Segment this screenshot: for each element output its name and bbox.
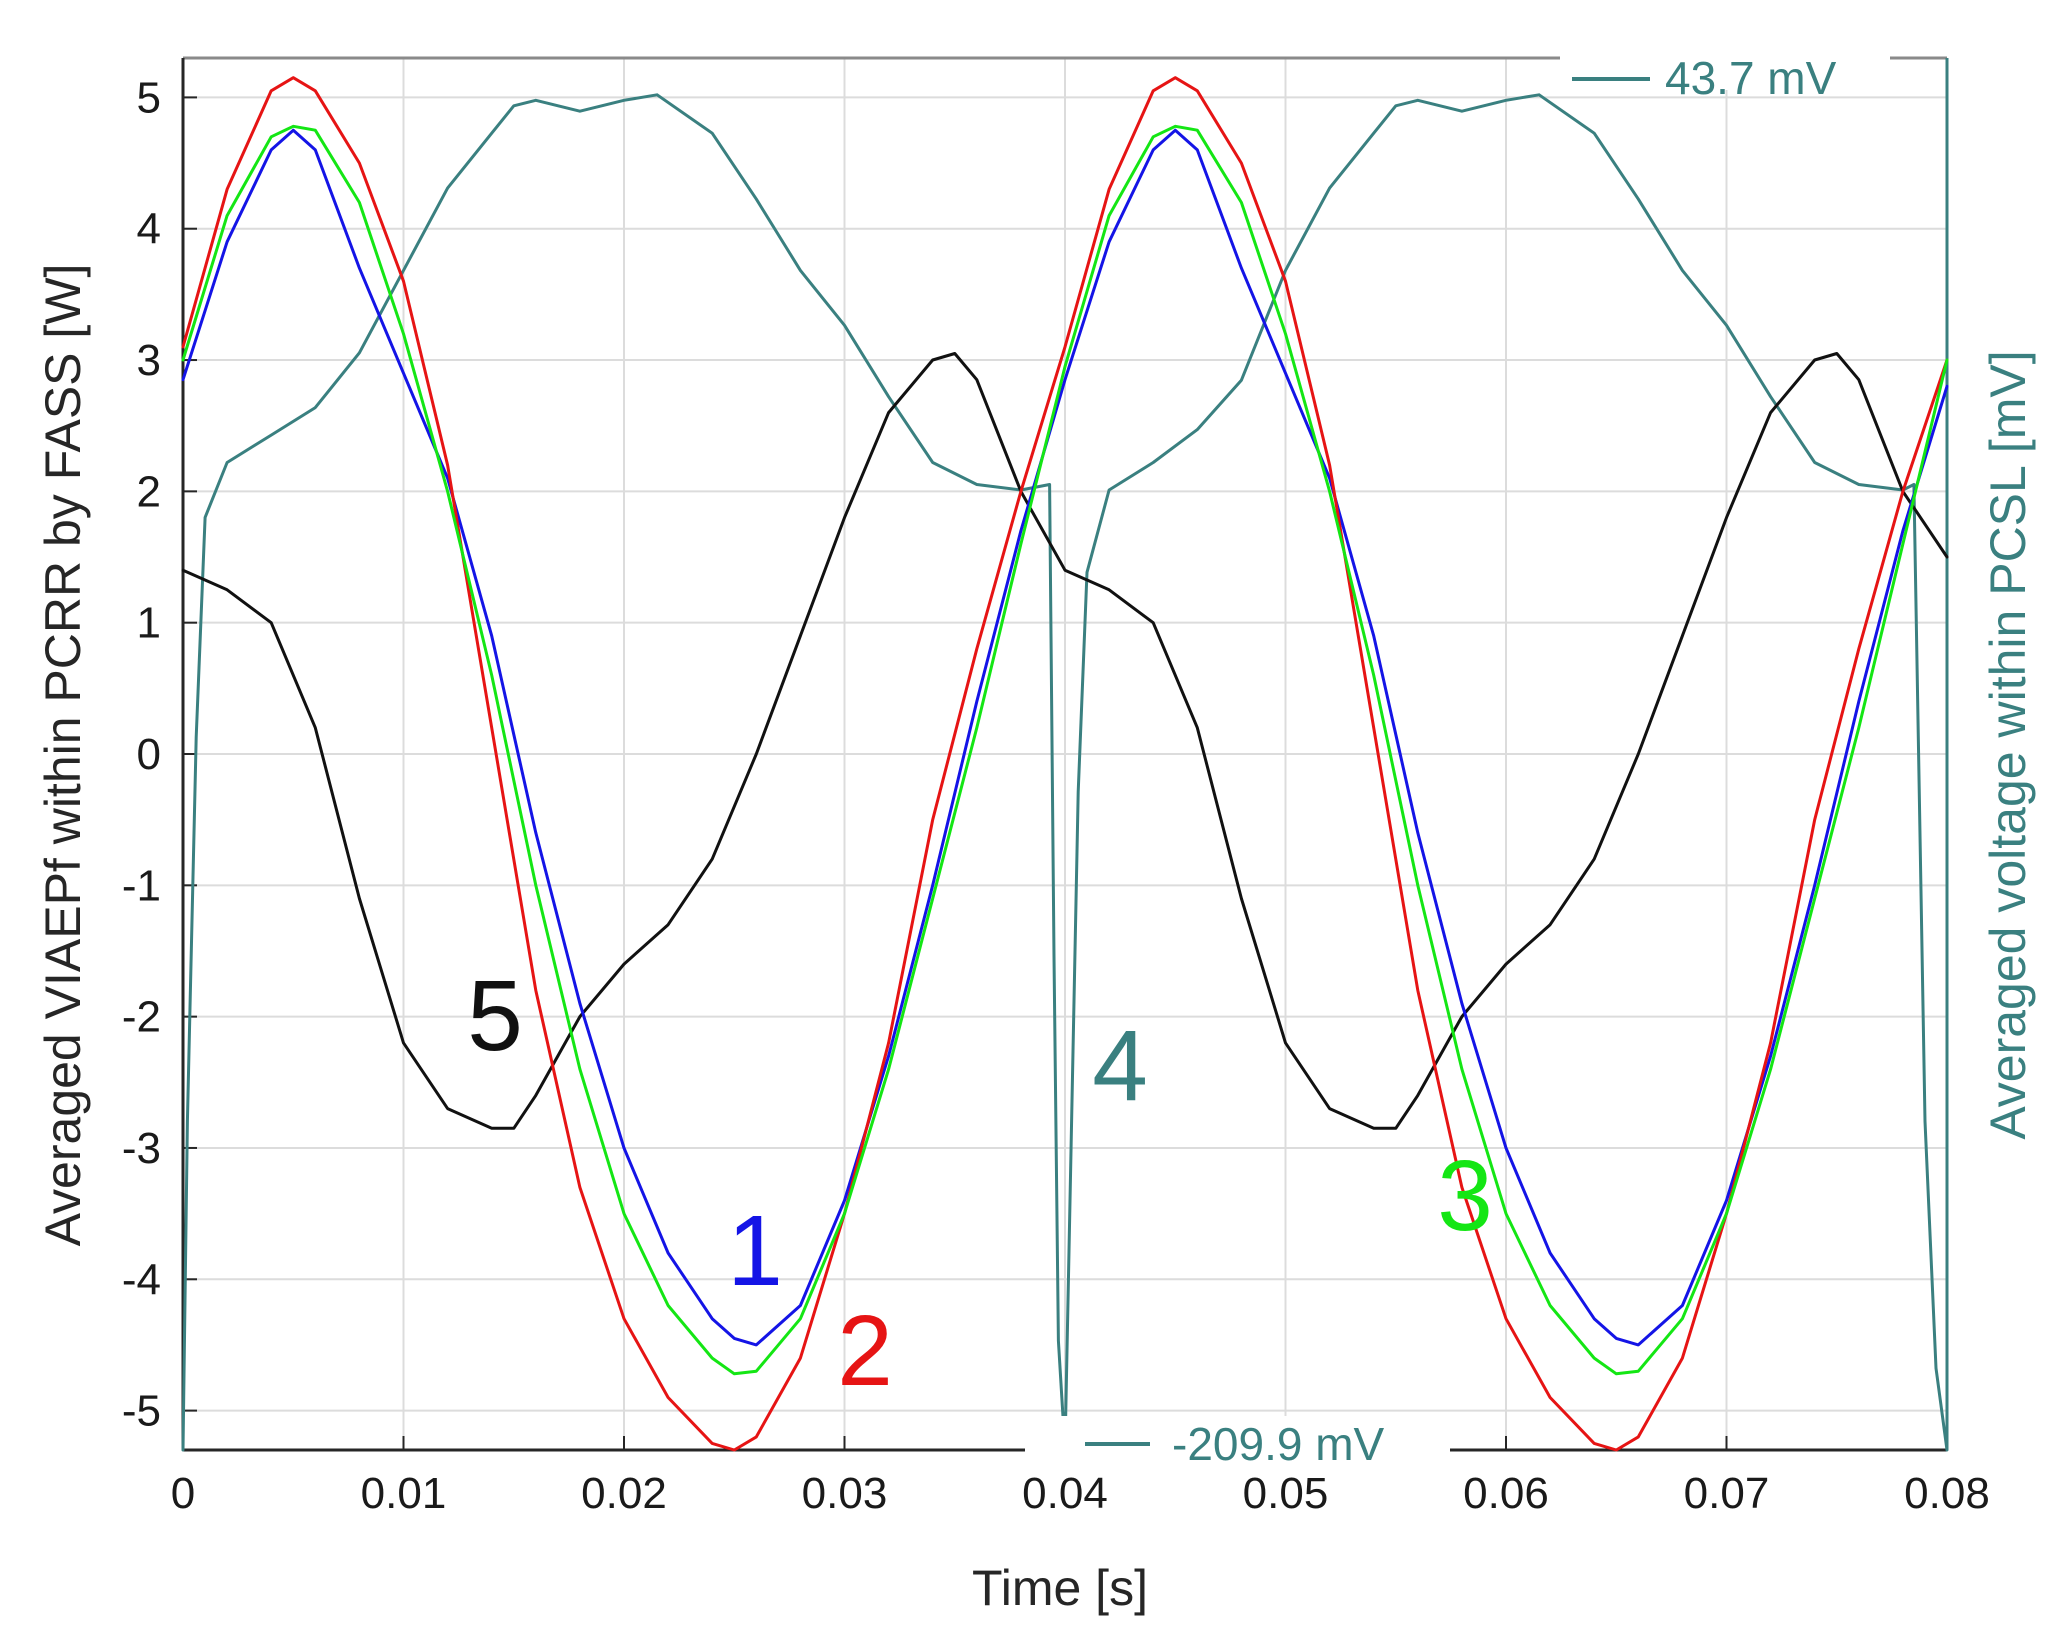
series-2-label: 2 [837,1295,893,1407]
y-tick-label: -5 [122,1387,161,1436]
x-axis-title: Time [s] [972,1560,1148,1616]
y2-axis-title: Averaged voltage within PCSL [mV] [1980,350,2036,1139]
series-layer [181,76,1949,1452]
y-tick-label: -3 [122,1124,161,1173]
max-value-label: 43.7 mV [1665,52,1837,104]
series-1-label: 1 [727,1195,783,1307]
y-tick-label: 5 [137,73,161,122]
y-tick-label: -2 [122,993,161,1042]
min-value-label: -209.9 mV [1172,1418,1385,1470]
series-4-line [181,93,1949,1452]
y-tick-label: 0 [137,730,161,779]
series-3-label: 3 [1437,1140,1493,1252]
x-tick-label: 0.06 [1463,1469,1549,1518]
x-tick-label: 0 [171,1469,195,1518]
series-1-line [181,128,1949,1347]
tick-labels: 0 0.01 0.02 0.03 0.04 0.05 0.06 0.07 0.08543210-… [122,73,1990,1518]
min-label-backdrop [1025,1416,1450,1480]
y-tick-label: 1 [137,599,161,648]
x-tick-label: 0.02 [581,1469,667,1518]
y-axis-title: Averaged VIAEPf within PCRR by FASS [W] [35,264,91,1247]
x-tick-label: 0.03 [802,1469,888,1518]
grid [182,58,1948,1450]
y-tick-label: -1 [122,861,161,910]
series-3-line [181,124,1949,1376]
x-tick-label: 0.05 [1243,1469,1329,1518]
y-tick-label: 3 [137,336,161,385]
x-tick-label: 0.01 [361,1469,447,1518]
y-tick-label: 4 [137,205,161,254]
x-tick-label: 0.04 [1022,1469,1108,1518]
x-tick-label: 0.07 [1684,1469,1770,1518]
series-4-label: 4 [1092,1010,1148,1122]
y-tick-label: -4 [122,1255,161,1304]
x-tick-label: 0.08 [1904,1469,1990,1518]
annotations: 12 3 4 5 43.7 mV -209.9 mV [467,26,1890,1480]
series-5-line [181,352,1949,1130]
series-5-label: 5 [467,960,523,1072]
y-tick-label: 2 [137,467,161,516]
